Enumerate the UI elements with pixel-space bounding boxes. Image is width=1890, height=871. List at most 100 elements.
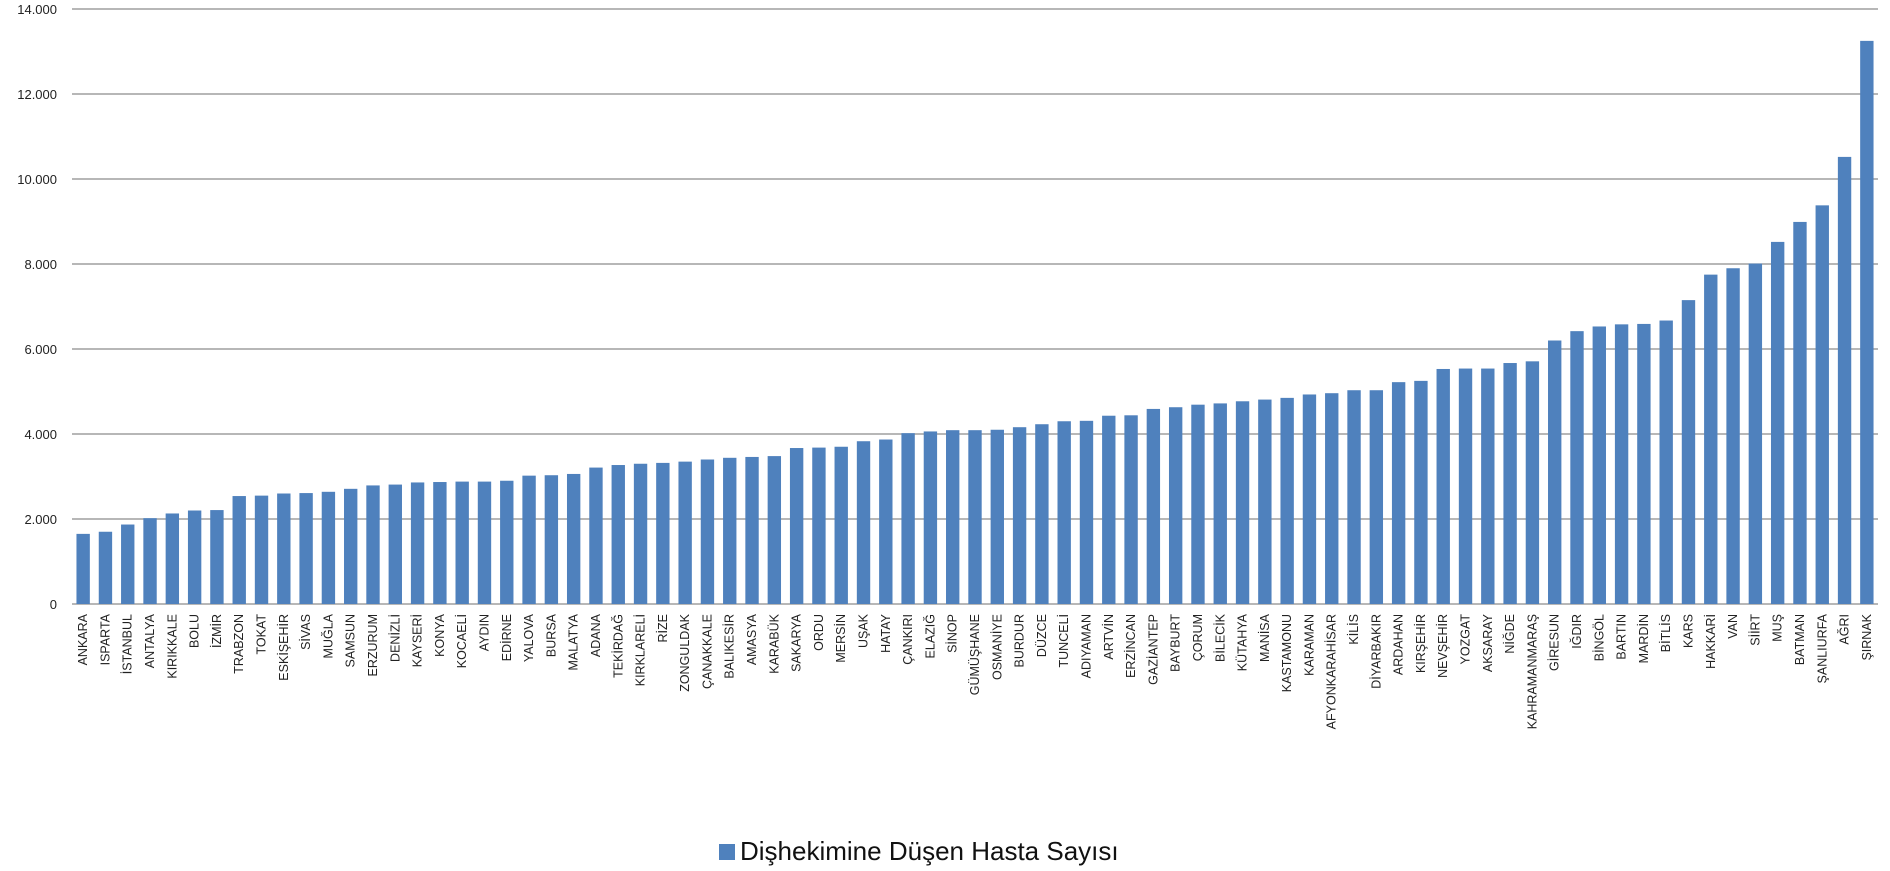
x-tick-label: YALOVA (522, 613, 536, 662)
bar (879, 439, 893, 604)
x-tick-label: TEKİRDAĞ (610, 614, 625, 678)
bar (1436, 368, 1450, 604)
legend-swatch (719, 843, 735, 860)
x-tick-label: KIRKLARELİ (634, 614, 648, 686)
bar (1258, 399, 1272, 604)
bar (544, 475, 559, 604)
bar (1614, 324, 1629, 604)
x-tick-label: ÇANKIRI (901, 614, 915, 665)
x-tick-label: ORDU (812, 614, 826, 651)
bar (1347, 390, 1361, 604)
x-tick-label: DİYARBAKIR (1369, 614, 1383, 689)
bar (1012, 427, 1027, 604)
bar (232, 496, 246, 604)
bar (254, 495, 269, 604)
bar (1369, 390, 1384, 604)
y-tick-label: 6.000 (24, 342, 57, 357)
bar (611, 465, 625, 604)
bar (656, 462, 670, 604)
x-tick-label: KARS (1681, 614, 1695, 648)
bar (968, 430, 982, 604)
bar (366, 485, 380, 604)
x-tick-label: GÜMÜŞHANE (968, 614, 982, 695)
x-tick-label: ELAZIĞ (922, 614, 937, 658)
bar (321, 491, 336, 604)
x-tick-label: MUŞ (1771, 614, 1785, 642)
x-tick-label: BATMAN (1793, 614, 1807, 665)
x-tick-label: BİTLİS (1659, 614, 1673, 652)
bar (1302, 394, 1317, 604)
x-tick-label: BURDUR (1013, 614, 1027, 667)
x-tick-label: OSMANİYE (990, 614, 1004, 680)
bar (812, 447, 826, 604)
bar (589, 467, 603, 604)
bar (1837, 156, 1852, 604)
bar (500, 480, 514, 604)
bar (1146, 408, 1161, 604)
x-tick-label: ERZURUM (366, 614, 380, 677)
bar (187, 510, 202, 604)
x-tick-label: BALIKESİR (723, 614, 737, 679)
x-tick-label: AĞRI (1837, 614, 1852, 645)
bar (1548, 340, 1562, 604)
bar (1124, 415, 1138, 604)
x-tick-label: BURSA (544, 613, 558, 657)
x-tick-label: KARAMAN (1302, 614, 1316, 676)
y-tick-label: 10.000 (17, 172, 57, 187)
bar (388, 484, 402, 604)
x-tick-label: GAZİANTEP (1146, 614, 1160, 685)
x-tick-label: ADIYAMAN (1079, 614, 1093, 678)
bar (1079, 420, 1094, 604)
x-tick-label: KARABÜK (767, 613, 781, 673)
bar (1592, 326, 1606, 604)
bar (522, 475, 536, 604)
x-tick-label: ISPARTA (98, 613, 112, 665)
bar (1280, 397, 1294, 604)
x-tick-label: RİZE (656, 614, 670, 642)
x-tick-label: TRABZON (232, 614, 246, 674)
bar (633, 463, 648, 604)
x-tick-label: ESKİŞEHİR (277, 614, 291, 681)
bar (1815, 205, 1829, 604)
y-tick-label: 12.000 (17, 87, 57, 102)
bar (566, 473, 581, 604)
x-tick-label: KIRIKKALE (165, 614, 179, 679)
y-tick-label: 8.000 (24, 257, 57, 272)
bar (1458, 368, 1473, 604)
bar (1102, 415, 1116, 604)
y-tick-label: 4.000 (24, 427, 57, 442)
x-tick-label: TOKAT (255, 614, 269, 655)
bar (344, 488, 358, 604)
x-tick-label: İSTANBUL (121, 614, 135, 674)
bar (299, 493, 313, 604)
x-tick-label: VAN (1726, 614, 1740, 639)
bar (143, 518, 157, 604)
x-tick-label: MARDİN (1637, 614, 1651, 663)
x-tick-label: ERZİNCAN (1124, 614, 1138, 678)
x-tick-label: GİRESUN (1548, 614, 1562, 671)
x-tick-label: ADANA (589, 613, 603, 657)
x-tick-label: TUNCELİ (1057, 614, 1071, 667)
bar (678, 461, 692, 604)
x-tick-label: BARTIN (1615, 614, 1629, 660)
bar (1057, 421, 1071, 604)
x-tick-label: KÜTAHYA (1236, 613, 1250, 671)
x-tick-label: SİİRT (1748, 614, 1762, 646)
x-tick-label: ÇORUM (1191, 614, 1205, 661)
bar (1035, 424, 1049, 604)
legend-label: Dişhekimine Düşen Hasta Sayısı (740, 836, 1119, 866)
x-tick-label: BİNGÖL (1592, 614, 1606, 661)
bar (1704, 274, 1718, 604)
bar (1481, 368, 1495, 604)
bar (410, 482, 425, 604)
y-tick-label: 14.000 (17, 2, 57, 17)
x-tick-label: NEVŞEHİR (1436, 614, 1450, 678)
bar (723, 457, 737, 604)
x-tick-label: SİNOP (946, 614, 960, 653)
x-tick-label: EDİRNE (500, 614, 514, 661)
bar (210, 510, 224, 604)
x-tick-label: AKSARAY (1481, 613, 1495, 672)
x-tick-label: KONYA (433, 613, 447, 656)
x-tick-label: SAKARYA (790, 613, 804, 672)
